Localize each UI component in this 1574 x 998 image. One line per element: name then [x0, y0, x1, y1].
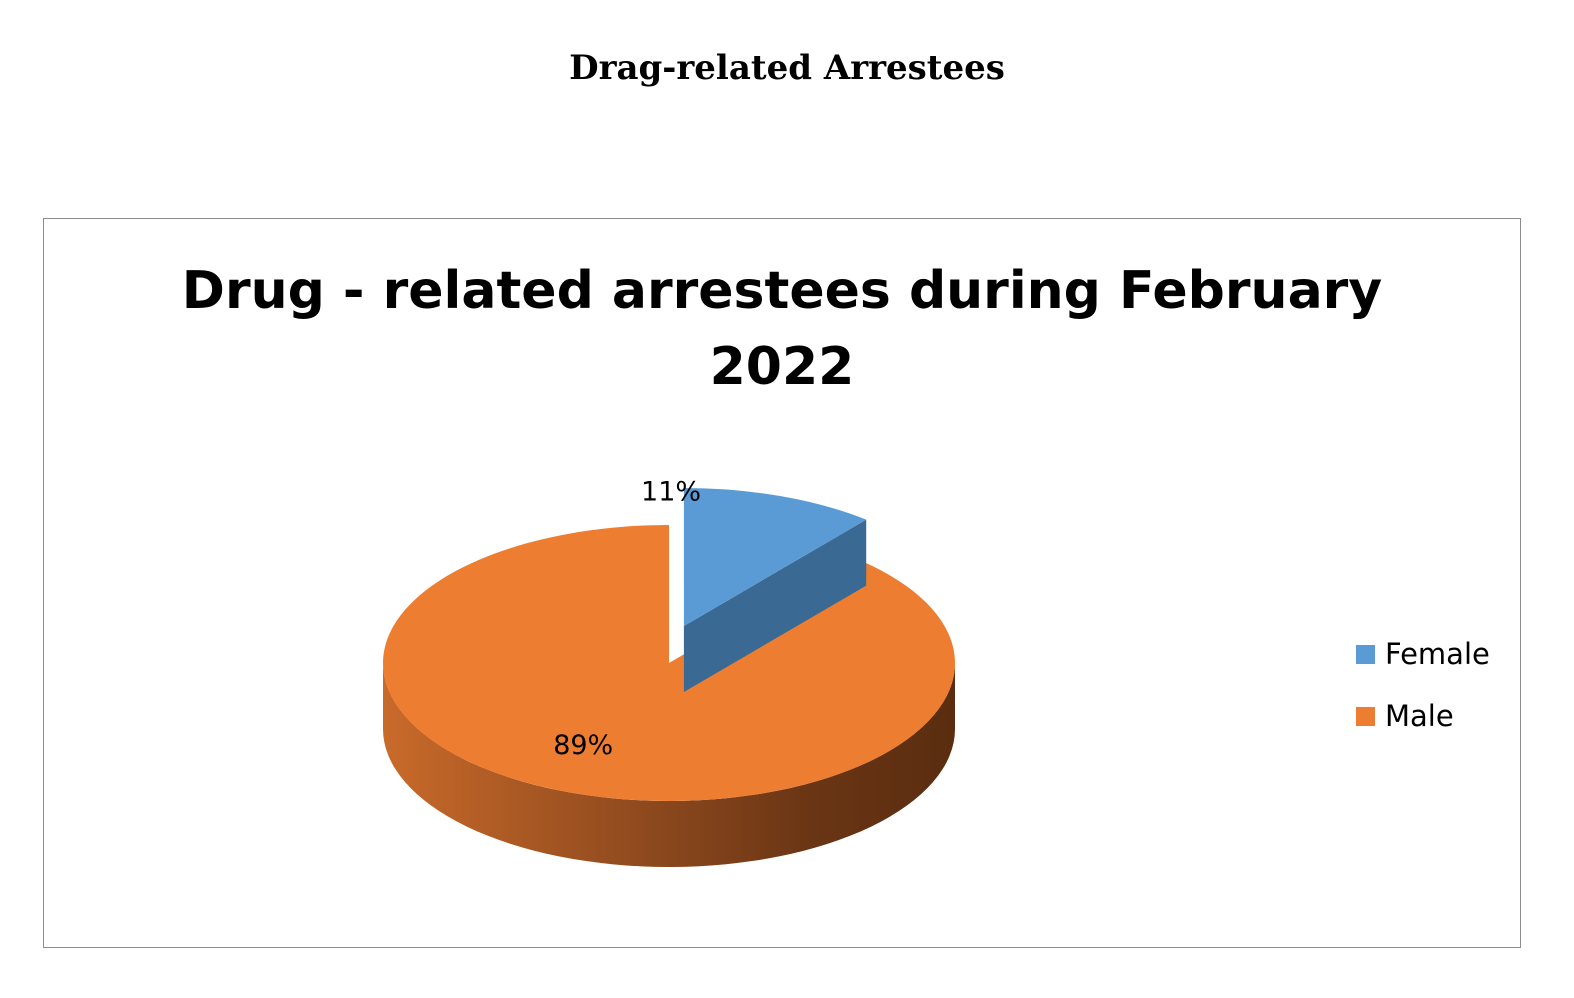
data-label-female: 11% — [641, 477, 701, 508]
pie-slice-side-male — [383, 663, 955, 867]
pie-slice-wall-female — [683, 519, 867, 692]
legend-label-female: Female — [1385, 637, 1490, 671]
document-heading: Drag-related Arrestees — [569, 48, 1005, 88]
chart-legend: Female Male — [1356, 623, 1490, 747]
pie-slice-top-female — [683, 487, 867, 626]
pie-chart: 11% 89% — [382, 477, 955, 867]
chart-title-line-2: 2022 — [709, 337, 855, 397]
legend-item-male: Male — [1356, 685, 1490, 747]
legend-item-female: Female — [1356, 623, 1490, 685]
chart-title: Drug - related arrestees during February… — [44, 253, 1520, 405]
legend-swatch-female — [1356, 644, 1375, 664]
pie-slice-male — [382, 525, 955, 867]
chart-area: Drug - related arrestees during February… — [43, 218, 1521, 948]
data-label-male: 89% — [553, 730, 613, 761]
legend-label-male: Male — [1385, 699, 1454, 733]
chart-title-line-1: Drug - related arrestees during February — [181, 261, 1383, 321]
legend-swatch-male — [1356, 706, 1375, 726]
pie-slice-female — [683, 487, 867, 692]
pie-slice-top-male — [382, 525, 955, 802]
